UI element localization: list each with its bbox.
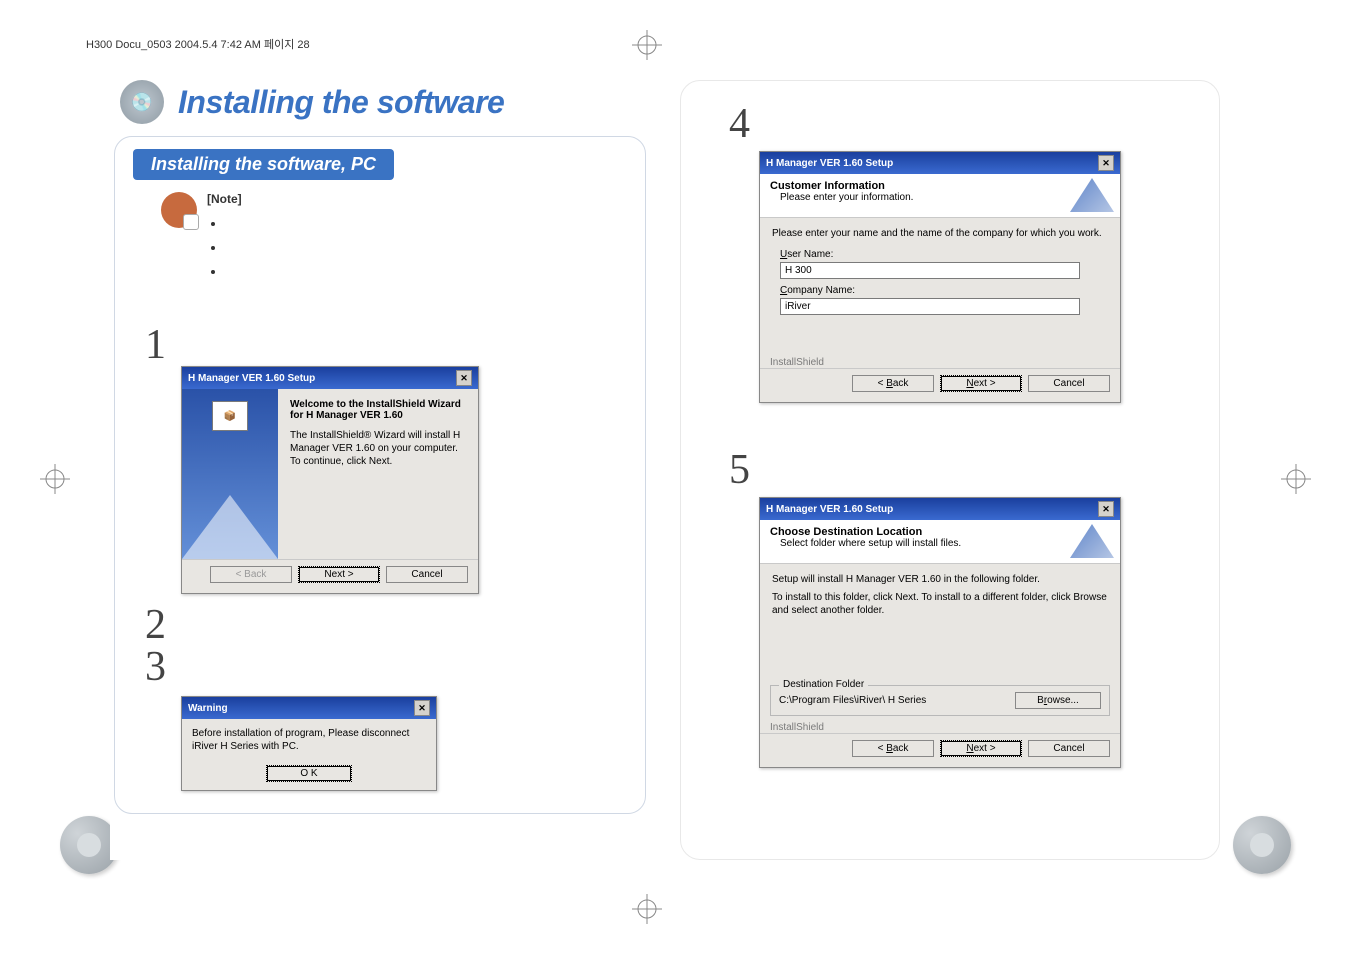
step-number-5: 5 [729,449,1197,491]
ok-button[interactable]: O K [266,765,352,782]
dialog-instruction: Please enter your name and the name of t… [772,228,1108,239]
note-bullet [225,216,242,230]
crop-mark-right [1281,464,1311,494]
dest-legend: Destination Folder [779,679,868,690]
note-label: [Note] [207,192,242,206]
installshield-welcome-dialog: H Manager VER 1.60 Setup ✕ 📦 Welcome to … [181,366,479,594]
installshield-label: InstallShield [770,357,1120,368]
next-button[interactable]: Next > [940,740,1022,757]
dest-path: C:\Program Files\iRiver\ H Series [779,695,926,706]
warning-body: Before installation of program, Please d… [182,719,436,761]
step-number-1: 1 [145,324,166,366]
cancel-button[interactable]: Cancel [1028,740,1110,757]
close-icon[interactable]: ✕ [456,370,472,386]
destination-folder-box: Destination Folder C:\Program Files\iRiv… [770,685,1110,716]
dialog-title: H Manager VER 1.60 Setup [188,373,315,384]
crop-mark-left [40,464,70,494]
installshield-label: InstallShield [770,722,1120,733]
cancel-button[interactable]: Cancel [1028,375,1110,392]
user-name-label: UUser Name:ser Name: [780,249,1100,260]
wizard-heading: Welcome to the InstallShield Wizard for … [290,399,468,421]
note-bullet [225,240,242,254]
dialog-subheading: Select folder where setup will install f… [780,538,1112,549]
close-icon[interactable]: ✕ [1098,501,1114,517]
step-number-3: 3 [145,646,627,688]
destination-dialog: H Manager VER 1.60 Setup ✕ Choose Destin… [759,497,1121,768]
next-button[interactable]: Next > [298,566,380,583]
user-name-input[interactable]: H 300 [780,262,1080,279]
dialog-title: Warning [188,703,228,714]
section-box: Installing the software, PC [Note] 1 [114,136,646,814]
crop-mark-top [632,30,662,60]
crop-mark-bottom [632,894,662,924]
warning-dialog: Warning ✕ Before installation of program… [181,696,437,791]
browse-button[interactable]: Browse... [1015,692,1101,709]
cd-icon: 💿 [120,80,164,124]
dest-line1: Setup will install H Manager VER 1.60 in… [772,574,1108,585]
wizard-icon: 📦 [212,401,248,431]
cancel-button[interactable]: Cancel [386,566,468,583]
page-title: Installing the software [178,84,504,121]
step-number-2: 2 [145,604,627,646]
page-right: 4 H Manager VER 1.60 Setup ✕ Customer In… [680,80,1220,860]
step-number-4: 4 [729,103,1197,145]
dialog-subheading: Please enter your information. [780,192,1112,203]
dialog-title: H Manager VER 1.60 Setup [766,504,893,515]
close-icon[interactable]: ✕ [1098,155,1114,171]
back-button[interactable]: < Back [852,740,934,757]
company-name-input[interactable]: iRiver [780,298,1080,315]
doc-header: H300 Docu_0503 2004.5.4 7:42 AM 페이지 28 [86,36,310,52]
reg-circle-br [1233,816,1291,874]
dialog-title: H Manager VER 1.60 Setup [766,158,893,169]
close-icon[interactable]: ✕ [414,700,430,716]
section-title: Installing the software, PC [133,149,394,180]
page-left: 💿 Installing the software Installing the… [110,80,650,860]
next-button[interactable]: Next > [940,375,1022,392]
note-block: [Note] [161,192,627,312]
dest-line2: To install to this folder, click Next. T… [772,591,1108,617]
customer-info-dialog: H Manager VER 1.60 Setup ✕ Customer Info… [759,151,1121,403]
note-bullet [225,264,242,278]
dialog-heading: Choose Destination Location [770,526,1112,538]
dialog-heading: Customer Information [770,180,1112,192]
company-name-label: Company Name: [780,285,1100,296]
back-button: < Back [210,566,292,583]
back-button[interactable]: < Back [852,375,934,392]
note-icon [161,192,197,228]
wizard-body-text: The InstallShield® Wizard will install H… [290,429,468,468]
